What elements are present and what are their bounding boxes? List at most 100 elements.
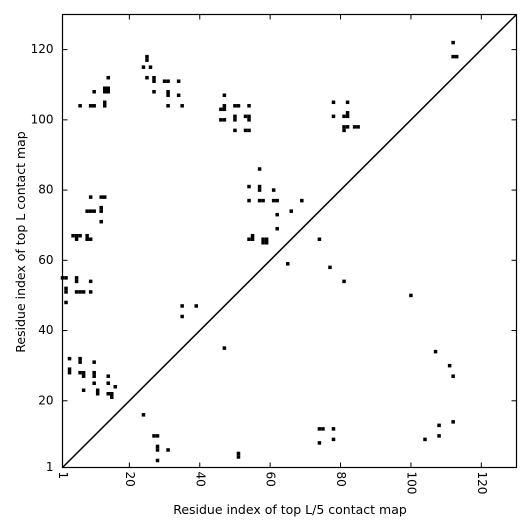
contact-point-lower [166,448,170,452]
y-axis-label: Residue index of top L contact map [13,131,28,352]
contact-point-lower [331,437,336,442]
contact-point-lower [437,423,441,428]
contact-point-upper [106,86,111,90]
contact-point-upper [166,93,170,98]
contact-point-upper [166,104,170,108]
contact-point-upper [243,128,248,133]
contact-point-upper [233,128,237,133]
contact-point-lower [317,427,322,431]
y-tick-label: 60 [38,253,53,267]
contact-point-upper [233,118,237,122]
contact-point-upper [78,290,82,294]
x-tick-label: 20 [123,472,137,487]
contact-point-upper [222,93,227,98]
x-tick-label: 120 [475,472,489,495]
contact-point-upper [102,100,107,105]
contact-point-upper [102,86,107,90]
contact-point-lower [92,370,96,375]
contact-point-upper [331,114,336,119]
contact-point-upper [275,226,279,231]
contact-point-lower [155,448,160,452]
y-tick-label: 40 [38,323,53,337]
contact-point-upper [141,65,146,69]
contact-point-upper [250,237,255,241]
contact-point-upper [247,114,251,119]
contact-point-upper [88,237,93,241]
contact-point-upper [99,205,103,210]
contact-point-upper [92,209,96,213]
contact-point-upper [264,241,269,245]
contact-point-lower [92,360,96,364]
contact-point-lower [106,381,111,385]
contact-point-upper [250,233,255,238]
contact-point-upper [85,233,89,238]
contact-point-upper [243,114,248,119]
contact-point-lower [447,363,452,368]
contact-point-upper [88,104,93,108]
contact-point-upper [102,104,107,108]
y-tick-label: 120 [31,42,54,56]
contact-point-lower [236,455,241,459]
contact-point-lower [437,434,441,438]
contact-point-lower [236,451,241,456]
contact-point-upper [102,195,107,199]
contact-point-lower [67,356,72,361]
contact-point-lower [451,374,455,378]
contact-point-lower [81,370,86,375]
contact-point-upper [88,290,93,294]
contact-point-lower [81,374,86,378]
contact-point-lower [451,420,455,424]
contact-point-upper [345,114,350,119]
contact-point-upper [261,237,265,241]
contact-point-upper [261,198,265,203]
contact-point-lower [141,413,146,417]
contact-point-upper [247,237,251,241]
contact-point-upper [236,104,241,108]
contact-point-lower [67,367,72,371]
contact-point-upper [331,100,336,105]
contact-point-upper [409,293,413,298]
contact-point-upper [247,104,251,108]
contact-point-upper [88,279,93,284]
x-axis-label: Residue index of top L/5 contact map [173,502,407,517]
contact-point-upper [64,276,68,280]
contact-point-upper [64,290,68,294]
contact-point-upper [356,125,360,129]
contact-point-upper [145,54,149,59]
contact-point-upper [451,40,455,45]
contact-point-lower [321,427,325,431]
contact-point-upper [166,79,170,83]
contact-point-lower [152,434,156,438]
contact-point-lower [113,384,118,389]
contact-point-upper [219,118,223,122]
contact-point-upper [247,118,251,122]
contact-point-upper [247,184,251,189]
x-tick-label: 100 [404,472,418,495]
contact-point-upper [92,104,96,108]
x-tick-label: 80 [334,472,348,487]
contact-point-upper [275,198,279,203]
contact-point-lower [81,388,86,392]
contact-point-upper [88,195,93,199]
contact-point-upper [81,290,86,294]
contact-point-upper [194,304,198,308]
contact-point-upper [222,104,227,108]
contact-point-upper [74,237,79,241]
contact-point-lower [110,395,114,400]
contact-point-upper [233,104,237,108]
contact-point-upper [78,104,82,108]
contact-point-upper [275,212,279,217]
contact-point-upper [222,107,227,112]
contact-point-upper [247,128,251,133]
contact-point-upper [92,90,96,94]
contact-point-upper [166,90,170,94]
x-axis-ticks: 1 20 40 60 80 100 120 [56,14,489,495]
contact-point-lower [317,441,322,445]
contact-point-upper [264,237,269,241]
contact-point-upper [145,58,149,62]
contact-point-upper [342,125,346,129]
contact-point-upper [257,198,262,203]
contact-point-upper [342,279,346,284]
plot-frame [61,13,518,469]
